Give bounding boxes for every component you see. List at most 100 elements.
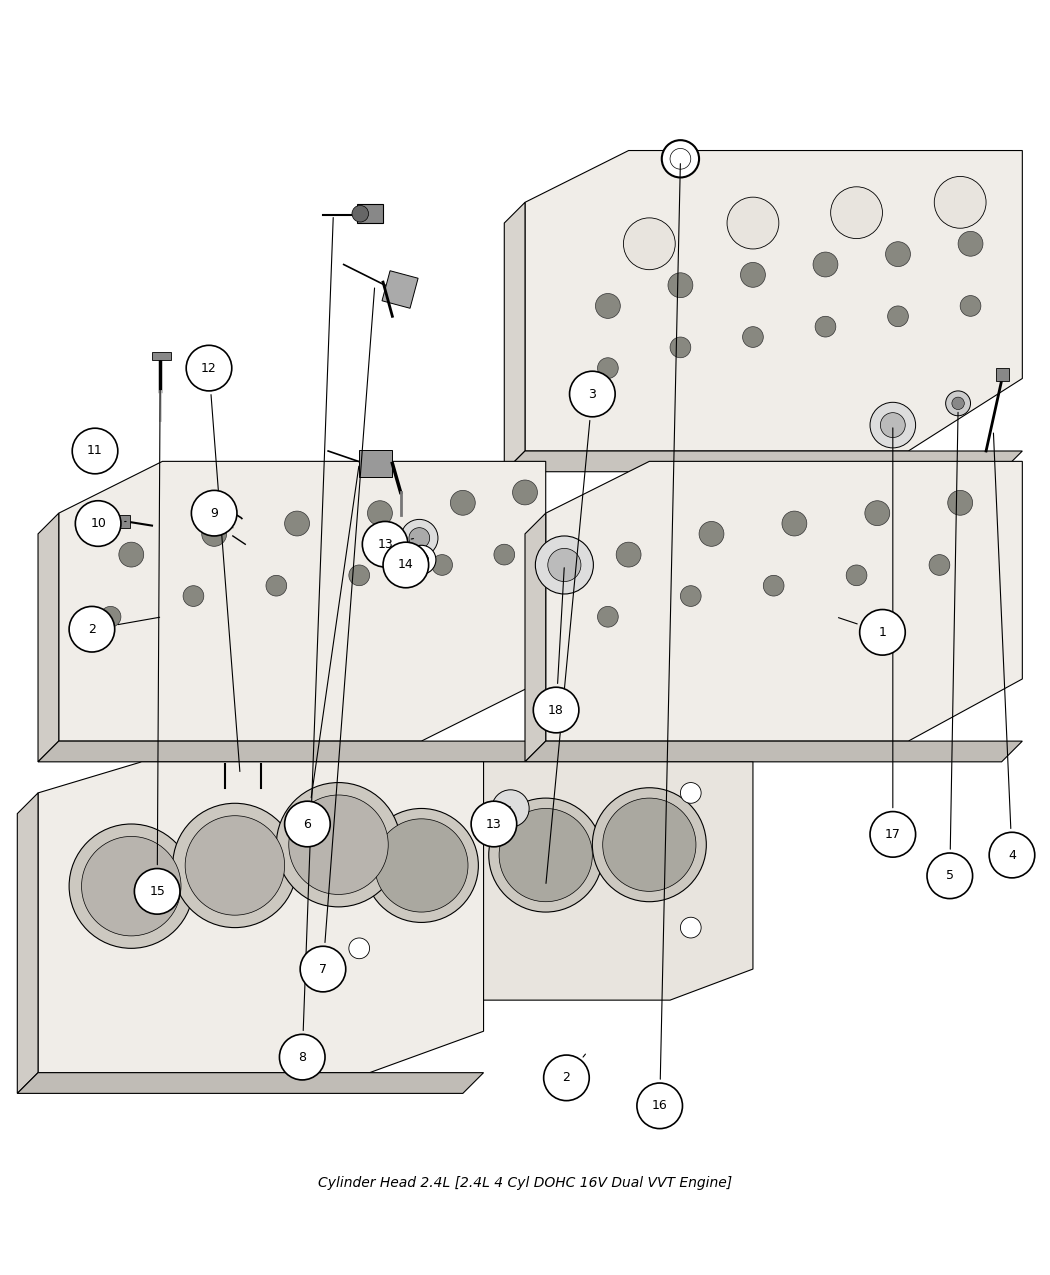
Circle shape: [471, 801, 517, 847]
Circle shape: [512, 479, 538, 505]
Circle shape: [100, 607, 121, 627]
Circle shape: [191, 491, 237, 536]
Circle shape: [548, 548, 581, 581]
Text: 17: 17: [885, 827, 901, 840]
Circle shape: [569, 371, 615, 417]
Circle shape: [680, 585, 701, 607]
Circle shape: [266, 575, 287, 595]
Circle shape: [960, 296, 981, 316]
Polygon shape: [546, 462, 1023, 741]
Bar: [996, 368, 1009, 380]
Circle shape: [831, 187, 882, 238]
Circle shape: [597, 607, 618, 627]
Circle shape: [885, 242, 910, 266]
Circle shape: [699, 521, 723, 546]
Circle shape: [69, 607, 114, 652]
Circle shape: [349, 565, 370, 585]
Polygon shape: [38, 513, 59, 762]
Circle shape: [408, 528, 429, 548]
Circle shape: [185, 816, 285, 915]
Text: 2: 2: [563, 1071, 570, 1084]
Circle shape: [494, 544, 514, 565]
Text: 15: 15: [149, 885, 165, 898]
Circle shape: [668, 273, 693, 297]
Circle shape: [934, 176, 986, 228]
Text: 9: 9: [210, 506, 218, 520]
Text: 14: 14: [398, 558, 414, 571]
Circle shape: [375, 819, 468, 912]
Circle shape: [450, 491, 476, 515]
Circle shape: [727, 198, 779, 249]
Text: 7: 7: [319, 963, 327, 975]
Text: 4: 4: [1008, 849, 1016, 862]
Circle shape: [368, 501, 393, 525]
Circle shape: [285, 511, 310, 536]
Circle shape: [958, 231, 983, 256]
Circle shape: [763, 575, 784, 595]
Bar: [359, 450, 393, 477]
Circle shape: [948, 491, 972, 515]
Circle shape: [407, 546, 436, 574]
Circle shape: [887, 306, 908, 326]
Circle shape: [276, 783, 401, 907]
Bar: [152, 352, 171, 360]
Polygon shape: [525, 741, 1023, 762]
Text: 2: 2: [88, 622, 96, 636]
Text: 10: 10: [90, 518, 106, 530]
Circle shape: [952, 397, 964, 409]
Text: 11: 11: [87, 445, 103, 458]
Circle shape: [680, 917, 701, 938]
Circle shape: [279, 1034, 326, 1080]
Text: 16: 16: [652, 1099, 668, 1112]
Circle shape: [289, 796, 388, 895]
Circle shape: [432, 555, 453, 575]
Circle shape: [364, 808, 479, 922]
Circle shape: [624, 218, 675, 270]
Circle shape: [742, 326, 763, 347]
Circle shape: [96, 444, 110, 458]
Circle shape: [946, 391, 970, 416]
Circle shape: [172, 803, 297, 928]
Circle shape: [300, 946, 345, 992]
Circle shape: [670, 337, 691, 358]
Circle shape: [870, 812, 916, 857]
Text: 3: 3: [588, 388, 596, 400]
Bar: [116, 515, 130, 528]
Circle shape: [134, 868, 180, 914]
Polygon shape: [59, 462, 546, 741]
Circle shape: [595, 293, 621, 319]
Circle shape: [989, 833, 1034, 878]
Polygon shape: [38, 762, 484, 1072]
Circle shape: [680, 783, 701, 803]
Circle shape: [815, 316, 836, 337]
Circle shape: [349, 803, 370, 824]
Circle shape: [362, 521, 407, 567]
Text: 8: 8: [298, 1051, 307, 1063]
Circle shape: [782, 511, 806, 536]
Polygon shape: [504, 451, 1023, 472]
Circle shape: [929, 555, 950, 575]
Circle shape: [383, 542, 428, 588]
Circle shape: [927, 853, 972, 899]
Circle shape: [76, 501, 121, 546]
Circle shape: [740, 263, 765, 287]
Circle shape: [860, 609, 905, 655]
Bar: [357, 204, 383, 223]
Polygon shape: [525, 150, 1023, 451]
Text: 5: 5: [946, 870, 953, 882]
Text: 13: 13: [486, 817, 502, 830]
Polygon shape: [17, 1072, 484, 1094]
Circle shape: [662, 140, 699, 177]
Circle shape: [544, 1054, 589, 1100]
Circle shape: [637, 1082, 683, 1128]
Circle shape: [533, 687, 579, 733]
Circle shape: [69, 824, 193, 949]
Text: Cylinder Head 2.4L [2.4L 4 Cyl DOHC 16V Dual VVT Engine]: Cylinder Head 2.4L [2.4L 4 Cyl DOHC 16V …: [318, 1177, 732, 1191]
Polygon shape: [38, 741, 546, 762]
Circle shape: [880, 413, 905, 437]
Circle shape: [183, 585, 204, 607]
Polygon shape: [318, 762, 753, 1000]
Circle shape: [488, 798, 603, 912]
Polygon shape: [525, 513, 546, 762]
Circle shape: [499, 808, 592, 901]
